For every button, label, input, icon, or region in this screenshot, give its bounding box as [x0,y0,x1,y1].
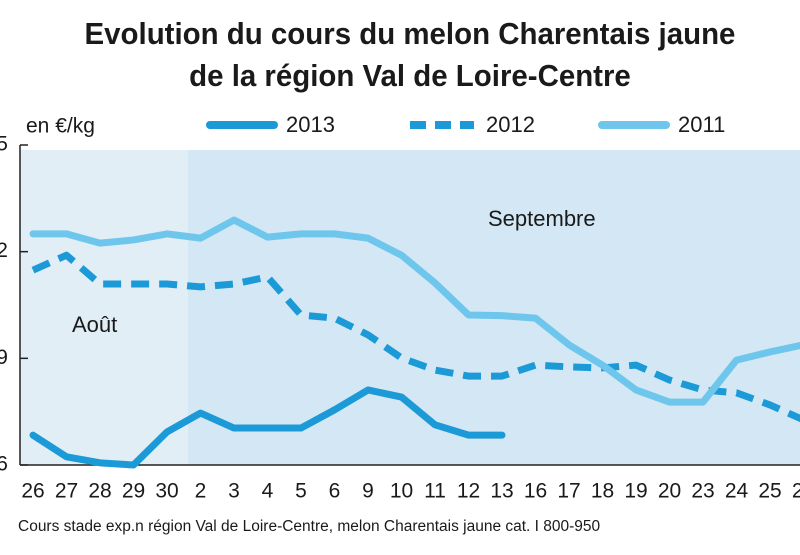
footnote: Cours stade exp.n région Val de Loire-Ce… [18,518,601,535]
x-tick-label: 2 [195,480,207,503]
x-tick-label: 24 [725,480,749,503]
series-line [29,386,506,469]
x-tick-label: 29 [122,480,145,503]
chart-subtitle: de la région Val de Loire-Centre [189,60,631,94]
x-tick-label: 19 [624,480,647,503]
september-band [188,150,800,465]
chart-title: Evolution du cours du melon Charentais j… [85,18,736,52]
series-line [29,216,800,406]
x-tick-label: 30 [155,480,178,503]
legend-label: 2012 [486,112,535,137]
y-tick-label: 1,2 [0,239,8,262]
x-tick-label: 12 [457,480,480,503]
x-tick-label: 9 [362,480,374,503]
x-tick-label: 20 [658,480,681,503]
annotation: Août [72,312,117,337]
x-tick-label: 25 [758,480,781,503]
august-band [20,150,188,465]
x-tick-label: 17 [557,480,580,503]
x-tick-label: 5 [295,480,307,503]
x-tick-label: 16 [524,480,547,503]
x-tick-label: 27 [55,480,78,503]
x-tick-label: 18 [591,480,614,503]
y-tick-label: 0,6 [0,453,8,476]
x-tick-label: 4 [262,480,274,503]
x-tick-label: 26 [792,480,800,503]
y-tick-label: 1,5 [0,133,8,156]
series-line [31,251,800,423]
x-tick-label: 13 [490,480,513,503]
x-tick-label: 6 [329,480,341,503]
x-tick-label: 10 [390,480,413,503]
legend-label: 2013 [286,112,335,137]
x-tick-label: 23 [691,480,714,503]
legend-label: 2011 [678,112,725,137]
annotation: Septembre [488,206,596,231]
x-tick-label: 28 [88,480,111,503]
y-tick-label: 0,9 [0,346,8,369]
x-tick-label: 11 [424,480,446,503]
x-tick-label: 26 [21,480,44,503]
x-tick-label: 3 [228,480,240,503]
y-axis-label: en €/kg [26,115,95,138]
